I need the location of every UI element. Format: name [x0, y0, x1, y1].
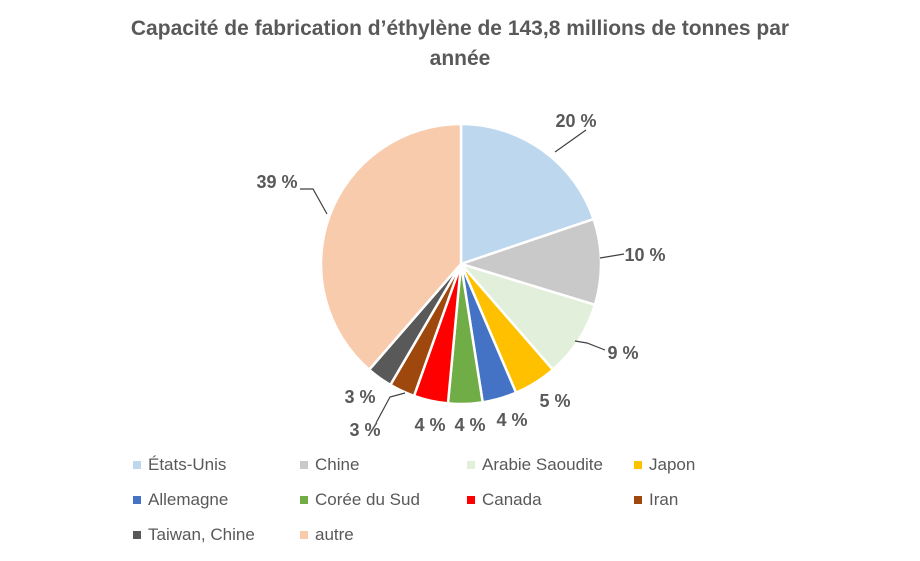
chart-title-line-1: Capacité de fabrication d’éthylène de 14…: [130, 17, 790, 40]
leader-line-7: [375, 392, 406, 424]
legend-swatch-9: [300, 531, 308, 539]
legend-item-3: Japon: [634, 455, 695, 475]
legend-item-5: Corée du Sud: [300, 490, 420, 510]
legend-label-1: Chine: [315, 455, 360, 474]
chart-title-line-2: année: [429, 47, 491, 70]
legend-swatch-6: [467, 496, 475, 504]
legend-swatch-5: [300, 496, 308, 504]
legend-item-4: Allemagne: [133, 490, 228, 510]
legend-swatch-1: [300, 461, 308, 469]
legend-label-4: Allemagne: [148, 490, 229, 509]
pie-slice-9: [319, 122, 463, 371]
data-label-2: 9 %: [607, 343, 638, 363]
legend-swatch-8: [133, 531, 141, 539]
data-label-8: 3 %: [344, 387, 375, 407]
legend-item-8: Taiwan, Chine: [133, 525, 255, 545]
legend-item-7: Iran: [634, 490, 678, 510]
legend-swatch-2: [467, 461, 475, 469]
legend-swatch-4: [133, 496, 141, 504]
data-label-7: 3 %: [349, 420, 380, 440]
legend-label-7: Iran: [649, 490, 679, 509]
legend-label-9: autre: [315, 525, 354, 544]
legend-label-3: Japon: [649, 455, 696, 474]
leader-line-1: [599, 253, 625, 259]
data-label-3: 5 %: [539, 391, 570, 411]
legend-swatch-3: [634, 461, 642, 469]
data-label-1: 10 %: [624, 245, 665, 265]
legend-label-0: États-Unis: [148, 455, 227, 474]
leader-line-0: [554, 129, 587, 153]
chart-title: Capacité de fabrication d’éthylène de 14…: [0, 14, 920, 74]
data-label-0: 20 %: [555, 111, 596, 131]
data-label-4: 4 %: [496, 410, 527, 430]
data-label-6: 4 %: [414, 415, 445, 435]
legend-swatch-7: [634, 496, 642, 504]
legend-label-2: Arabie Saoudite: [482, 455, 603, 474]
legend-swatch-0: [133, 461, 141, 469]
legend-item-1: Chine: [300, 455, 359, 475]
legend-label-8: Taiwan, Chine: [148, 525, 255, 544]
legend-label-5: Corée du Sud: [315, 490, 420, 509]
data-label-5: 4 %: [454, 415, 485, 435]
legend-item-6: Canada: [467, 490, 542, 510]
leader-line-2: [574, 340, 606, 351]
legend-item-9: autre: [300, 525, 354, 545]
pie-slice-1: [459, 217, 603, 307]
data-label-9: 39 %: [256, 172, 297, 192]
legend-label-6: Canada: [482, 490, 542, 509]
legend-item-0: États-Unis: [133, 455, 226, 475]
leader-line-9: [300, 188, 328, 215]
legend-item-2: Arabie Saoudite: [467, 455, 603, 475]
